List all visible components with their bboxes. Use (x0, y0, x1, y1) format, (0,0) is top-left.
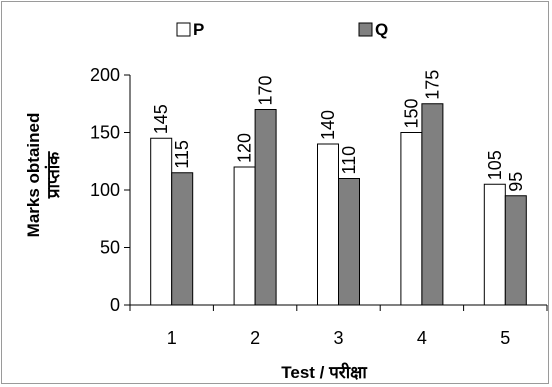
x-tick-label: 4 (417, 328, 427, 348)
x-tick-label: 5 (500, 328, 510, 348)
bar-q (171, 172, 194, 306)
bar-p (317, 143, 339, 306)
plot-area: 0501001502001145115212017031401104150175… (90, 65, 548, 348)
legend-swatch-q (358, 22, 373, 37)
legend: P Q (176, 20, 388, 39)
y-tick-label: 100 (90, 180, 120, 200)
y-tick-label: 50 (100, 238, 120, 258)
x-tick-label: 2 (250, 328, 260, 348)
x-tick-label: 1 (167, 328, 177, 348)
y-tick-label: 150 (90, 123, 120, 143)
bar-q (421, 103, 444, 306)
legend-label-p: P (193, 20, 204, 39)
data-label-q: 95 (506, 172, 526, 192)
y-tick-label: 0 (110, 295, 120, 315)
bar-q (504, 195, 527, 306)
data-label-q: 170 (256, 75, 276, 105)
x-axis-title: Test / परीक्षा (281, 362, 367, 382)
bar-q (338, 178, 360, 306)
data-label-p: 145 (151, 104, 171, 134)
data-label-q: 110 (339, 146, 359, 175)
legend-label-q: Q (375, 20, 388, 39)
data-label-p: 120 (235, 133, 255, 163)
y-axis-title-line1: Marks obtained (24, 113, 43, 238)
bar-p (400, 132, 423, 306)
y-axis-title-line2: प्राप्तांक (44, 151, 63, 199)
bar-q (254, 109, 277, 306)
data-label-p: 150 (401, 98, 421, 128)
legend-swatch-p (176, 22, 191, 37)
data-label-q: 115 (172, 140, 192, 169)
bar-p (150, 137, 173, 306)
data-label-q: 175 (422, 70, 442, 100)
data-label-p: 140 (318, 110, 338, 140)
data-label-p: 105 (485, 150, 505, 180)
bar-p (233, 166, 256, 306)
y-axis-title: Marks obtained प्राप्तांक (24, 113, 63, 238)
y-tick-label: 200 (90, 65, 120, 85)
x-tick-label: 3 (333, 328, 343, 348)
bar-p (483, 183, 506, 306)
